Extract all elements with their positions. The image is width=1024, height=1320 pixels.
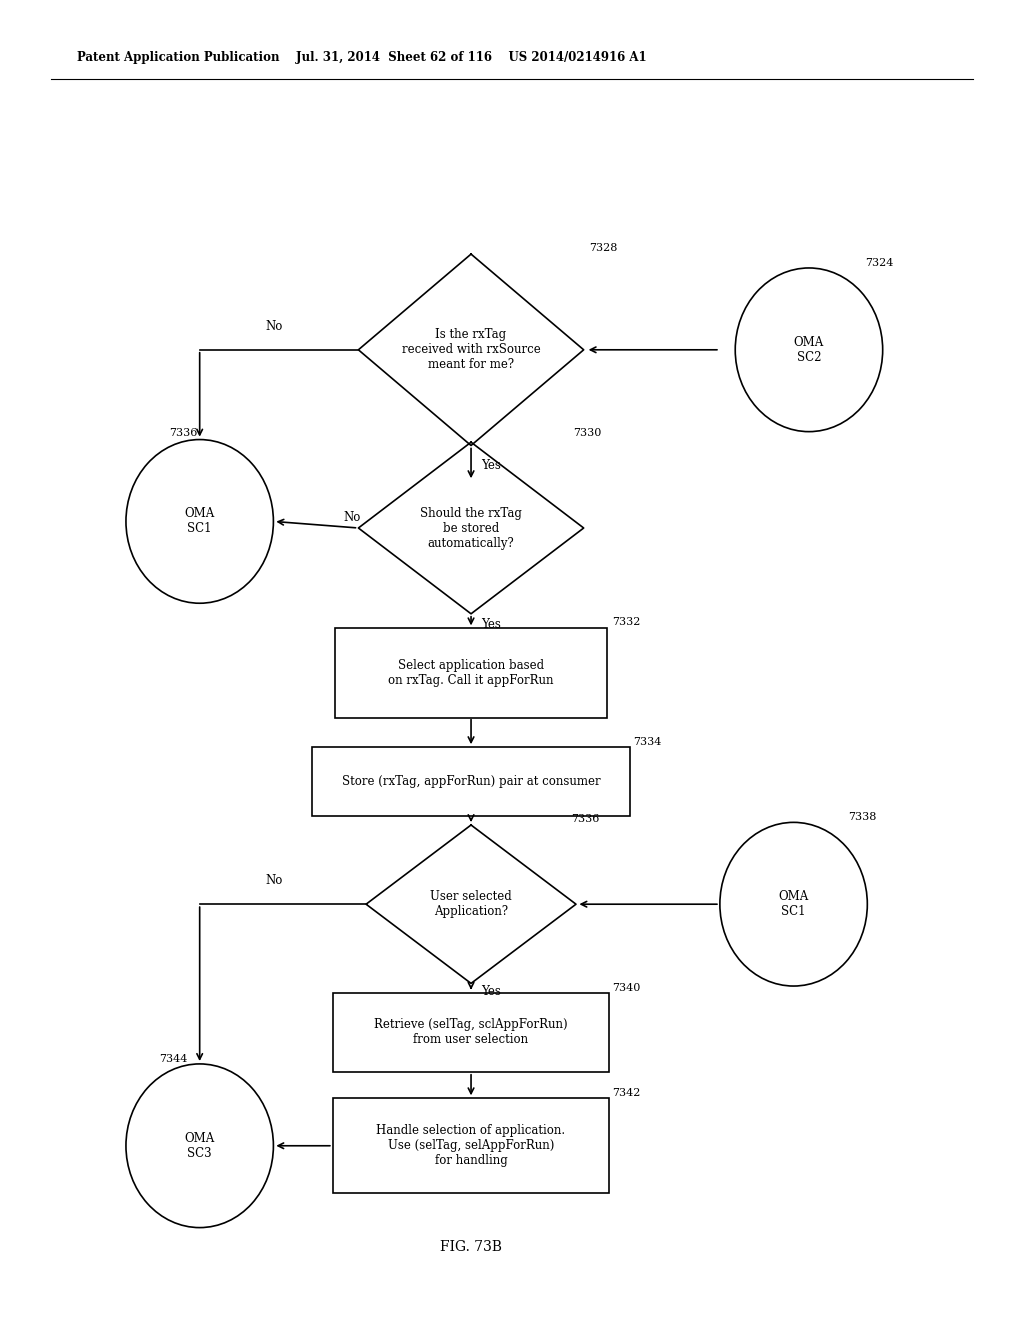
Ellipse shape xyxy=(735,268,883,432)
Text: 7336: 7336 xyxy=(169,428,198,438)
Bar xyxy=(336,628,606,718)
Text: 7342: 7342 xyxy=(612,1088,641,1098)
Text: Retrieve (selTag, sclAppForRun)
from user selection: Retrieve (selTag, sclAppForRun) from use… xyxy=(374,1018,568,1047)
Bar xyxy=(333,1098,609,1193)
Text: OMA
SC1: OMA SC1 xyxy=(778,890,809,919)
Text: 7334: 7334 xyxy=(633,737,662,747)
Text: User selected
Application?: User selected Application? xyxy=(430,890,512,919)
Text: 7324: 7324 xyxy=(865,257,894,268)
Text: Is the rxTag
received with rxSource
meant for me?: Is the rxTag received with rxSource mean… xyxy=(401,329,541,371)
Bar xyxy=(333,993,609,1072)
Text: 7338: 7338 xyxy=(848,812,877,822)
Text: Store (rxTag, appForRun) pair at consumer: Store (rxTag, appForRun) pair at consume… xyxy=(342,775,600,788)
Text: 7340: 7340 xyxy=(612,982,641,993)
Text: Select application based
on rxTag. Call it appForRun: Select application based on rxTag. Call … xyxy=(388,659,554,688)
Text: OMA
SC1: OMA SC1 xyxy=(184,507,215,536)
Text: 7336: 7336 xyxy=(571,813,600,824)
Text: 7332: 7332 xyxy=(612,616,641,627)
Text: No: No xyxy=(266,874,283,887)
Text: Patent Application Publication    Jul. 31, 2014  Sheet 62 of 116    US 2014/0214: Patent Application Publication Jul. 31, … xyxy=(77,50,646,63)
Ellipse shape xyxy=(126,440,273,603)
Text: No: No xyxy=(266,319,283,333)
Text: Yes: Yes xyxy=(481,618,501,631)
Ellipse shape xyxy=(126,1064,273,1228)
Ellipse shape xyxy=(720,822,867,986)
Text: FIG. 73B: FIG. 73B xyxy=(440,1241,502,1254)
Text: Handle selection of application.
Use (selTag, selAppForRun)
for handling: Handle selection of application. Use (se… xyxy=(377,1125,565,1167)
Text: OMA
SC3: OMA SC3 xyxy=(184,1131,215,1160)
Text: 7330: 7330 xyxy=(573,428,602,438)
Text: OMA
SC2: OMA SC2 xyxy=(794,335,824,364)
Text: Yes: Yes xyxy=(481,459,501,473)
Text: 7344: 7344 xyxy=(159,1053,187,1064)
Text: 7328: 7328 xyxy=(589,243,617,253)
Text: Yes: Yes xyxy=(481,985,501,998)
Text: No: No xyxy=(343,511,360,524)
Bar xyxy=(312,747,630,816)
Text: Should the rxTag
be stored
automatically?: Should the rxTag be stored automatically… xyxy=(420,507,522,549)
